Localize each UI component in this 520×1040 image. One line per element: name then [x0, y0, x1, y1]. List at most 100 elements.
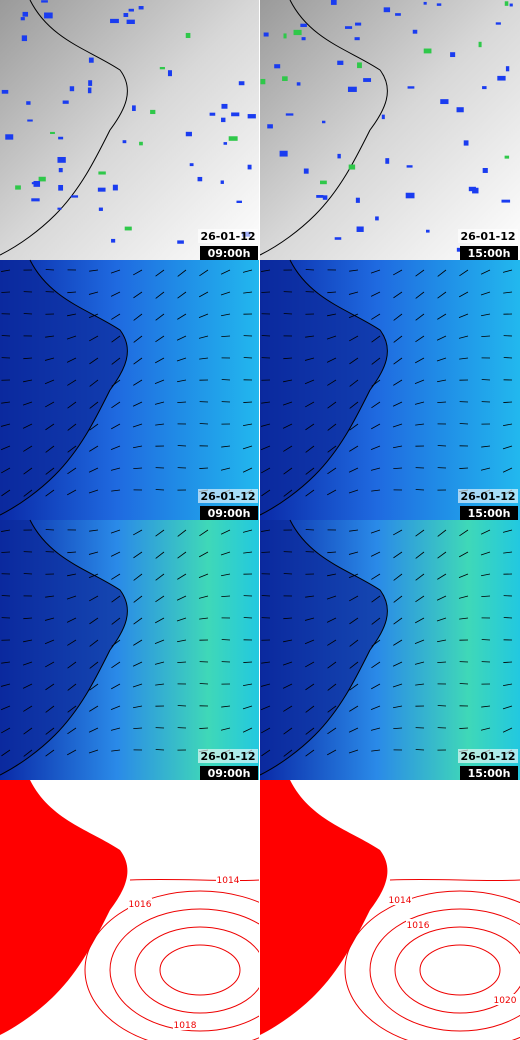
- isobar: [369, 908, 520, 1032]
- wind-arrow: [155, 595, 165, 603]
- wind-arrow: [67, 467, 77, 475]
- rain-cell: [322, 195, 328, 200]
- rain-cell: [450, 52, 456, 58]
- wind-arrow: [260, 423, 271, 427]
- rain-cell: [456, 107, 464, 113]
- rain-cell: [501, 199, 511, 203]
- wind-arrow: [327, 639, 337, 646]
- rain-cell: [436, 3, 442, 6]
- coastline: [259, 519, 388, 776]
- wind-arrow: [349, 445, 359, 452]
- wind-arrow: [326, 357, 337, 363]
- rain-cell: [231, 112, 240, 117]
- rain-cell: [189, 163, 194, 167]
- rain-cell: [504, 1, 509, 6]
- rain-cell: [27, 119, 33, 122]
- wind-arrow: [283, 445, 293, 452]
- rain-cell: [87, 87, 92, 94]
- rain-cell: [31, 198, 40, 202]
- wind-arrow: [349, 705, 359, 712]
- wind-arrow: [177, 379, 187, 383]
- wind-arrow: [177, 529, 187, 537]
- wind-arrow: [414, 379, 425, 385]
- rain-cell: [139, 141, 143, 146]
- wind-arrow: [349, 335, 359, 342]
- rain-cell: [88, 80, 93, 86]
- wind-arrow: [22, 683, 33, 689]
- wind-arrow: [89, 357, 99, 365]
- wind-arrow: [220, 551, 231, 556]
- wind-arrow: [458, 595, 469, 599]
- wind-arrow: [283, 749, 293, 757]
- wind-arrow: [326, 617, 337, 623]
- wind-arrow: [133, 705, 143, 709]
- wind-arrow: [132, 661, 143, 667]
- rain-cell: [316, 195, 324, 198]
- wind-arrow: [176, 335, 187, 341]
- time-bg: [200, 506, 258, 520]
- date-bg: [198, 489, 258, 503]
- wind-arrow: [437, 291, 447, 299]
- wind-arrow: [67, 705, 77, 713]
- wind-arrow: [133, 467, 143, 470]
- wind-arrow: [437, 269, 447, 277]
- rain-cell: [347, 86, 357, 92]
- rain-cell: [355, 197, 360, 203]
- wind-arrow: [110, 727, 121, 731]
- wind-arrow: [66, 357, 77, 363]
- wind-arrow: [0, 445, 11, 451]
- time-bg: [200, 766, 258, 780]
- wind-arrow: [370, 727, 381, 731]
- wind-arrow: [111, 639, 121, 647]
- wind-arrow: [67, 639, 77, 646]
- wind-arrow: [44, 617, 55, 621]
- wind-arrow: [155, 357, 165, 364]
- wind-arrow: [67, 573, 77, 577]
- time-bg: [460, 506, 518, 520]
- wind-arrow: [67, 445, 77, 453]
- wind-arrow: [349, 617, 359, 625]
- time-label: 09:00h: [208, 507, 251, 520]
- wind-arrow: [261, 401, 271, 404]
- wind-arrow: [305, 749, 315, 757]
- wind-arrow: [88, 749, 99, 754]
- isobar-label: 1016: [407, 921, 430, 931]
- wind-arrow: [414, 661, 425, 665]
- wind-arrow: [437, 379, 447, 383]
- wind-arrow: [503, 661, 513, 663]
- wind-arrow: [305, 489, 315, 497]
- wind-arrow: [176, 617, 187, 622]
- wind-arrow: [260, 705, 271, 711]
- wind-arrow: [304, 357, 315, 361]
- wind-arrow: [415, 335, 425, 343]
- coastline: [259, 259, 388, 516]
- wind-arrow: [199, 727, 209, 729]
- wind-arrow: [132, 401, 143, 407]
- wind-arrow: [459, 727, 469, 729]
- wind-arrow: [349, 357, 359, 365]
- wind-arrow: [480, 269, 491, 275]
- date-label: 26-01-12: [460, 230, 515, 243]
- wind-arrow: [111, 661, 121, 669]
- rain-cell: [260, 78, 266, 85]
- wind-arrow: [199, 529, 209, 537]
- wind-arrow: [415, 617, 425, 624]
- wind-arrow: [480, 291, 491, 296]
- wind-arrow: [349, 595, 359, 602]
- rain-cell: [122, 140, 127, 144]
- rain-cell: [21, 35, 28, 42]
- wind-arrow: [327, 291, 337, 294]
- wind-arrow: [198, 595, 209, 599]
- wind-arrow: [133, 551, 143, 559]
- satellite-bg: [260, 0, 520, 260]
- rain-cell: [221, 103, 228, 109]
- wind-arrow: [110, 467, 121, 471]
- rain-cell: [71, 195, 79, 198]
- map-panel: 26-01-12 15:00h: [259, 259, 520, 520]
- wind-arrow: [23, 705, 33, 712]
- wind-arrow: [111, 379, 121, 387]
- wind-arrow: [437, 639, 447, 643]
- wind-arrow: [371, 489, 381, 492]
- isobar: [129, 878, 261, 882]
- wind-arrow: [393, 467, 403, 470]
